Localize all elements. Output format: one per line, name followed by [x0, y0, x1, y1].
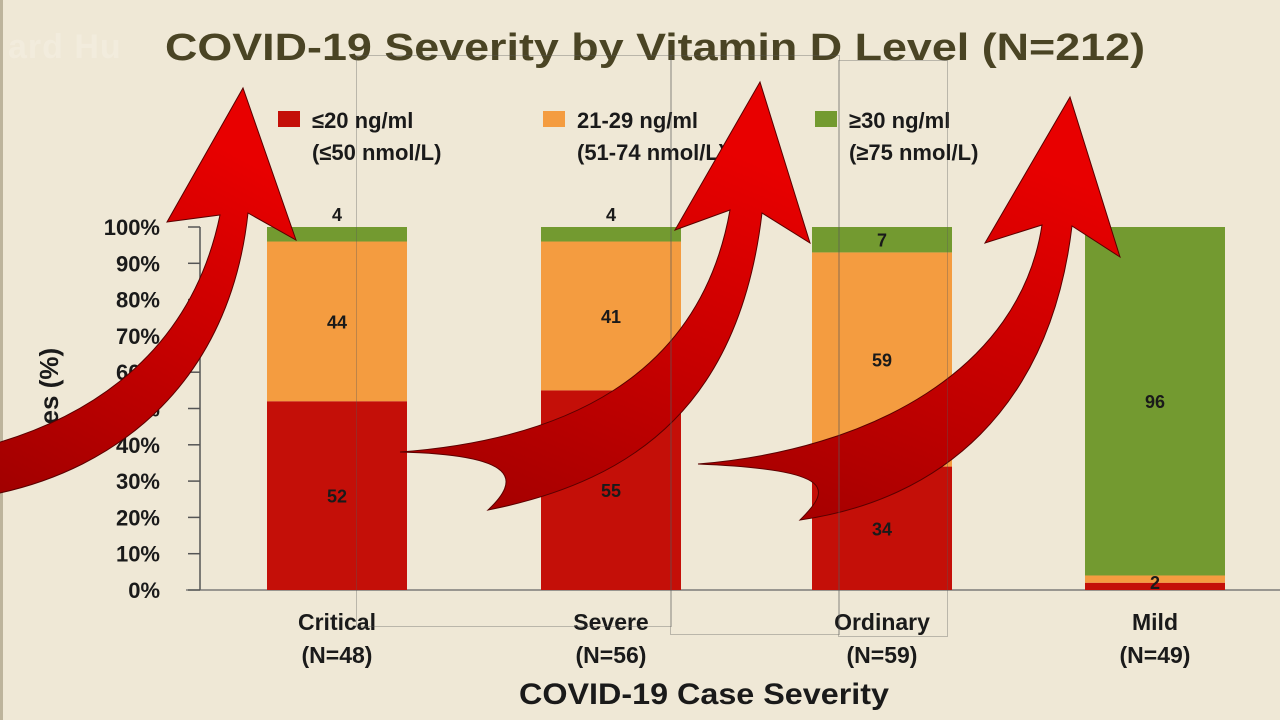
legend-label: ≤20 ng/ml [312, 108, 413, 133]
legend-sublabel: (≥75 nmol/L) [849, 140, 978, 165]
x-tick-label: Ordinary [834, 609, 930, 635]
x-tick-sublabel: (N=49) [1120, 642, 1191, 668]
data-label: 59 [872, 350, 892, 370]
bar-segment [812, 227, 952, 253]
y-tick-label: 90% [116, 251, 160, 276]
data-label: 41 [601, 307, 621, 327]
annotation-arrows [0, 80, 1121, 521]
data-label: 34 [872, 519, 892, 539]
y-tick-label: 70% [116, 324, 160, 349]
data-label: 2 [1150, 573, 1160, 593]
x-tick-label: Severe [573, 609, 648, 635]
x-tick-sublabel: (N=59) [847, 642, 918, 668]
red-curved-arrow-3 [697, 95, 1121, 521]
bar-segment [541, 227, 681, 242]
data-label: 7 [877, 231, 887, 251]
red-curved-arrow-2 [399, 80, 811, 511]
data-label: 4 [332, 205, 342, 225]
bar-segment [267, 241, 407, 402]
data-label: 55 [601, 481, 621, 501]
data-label: 96 [1145, 392, 1165, 412]
bar-segment [267, 401, 407, 590]
legend-label: ≥30 ng/ml [849, 108, 950, 133]
left-border [0, 0, 3, 720]
bar-segment [267, 227, 407, 242]
bar-segment [1085, 575, 1225, 583]
legend-swatch [278, 111, 300, 127]
x-axis-title: COVID-19 Case Severity [519, 678, 889, 711]
legend: ≤20 ng/ml (≤50 nmol/L) 21-29 ng/ml (51-74 n… [278, 108, 978, 165]
y-tick-label: 100% [104, 215, 160, 240]
data-label: 52 [327, 487, 347, 507]
watermark-text: ard Hu [8, 28, 122, 66]
y-tick-label: 10% [116, 542, 160, 567]
data-label: 4 [606, 205, 616, 225]
legend-label: 21-29 ng/ml [577, 108, 698, 133]
x-tick-label: Mild [1132, 609, 1178, 635]
legend-swatch [543, 111, 565, 127]
bar-segment [1085, 582, 1225, 590]
y-tick-label: 0% [128, 578, 160, 603]
x-axis-labels: Critical (N=48) Severe (N=56) Ordinary (N=59)… [298, 609, 1190, 668]
red-curved-arrow-1 [0, 86, 297, 494]
y-tick-label: 80% [116, 288, 160, 313]
y-tick-label: 30% [116, 469, 160, 494]
legend-sublabel: (≤50 nmol/L) [312, 140, 441, 165]
y-tick-label: 20% [116, 505, 160, 530]
chart-title: COVID-19 Severity by Vitamin D Level (N=… [165, 27, 1145, 69]
data-label: 44 [327, 312, 347, 332]
x-tick-sublabel: (N=48) [302, 642, 373, 668]
x-tick-label: Critical [298, 609, 376, 635]
legend-swatch [815, 111, 837, 127]
bar-segment [1085, 227, 1225, 576]
x-tick-sublabel: (N=56) [576, 642, 647, 668]
legend-sublabel: (51-74 nmol/L) [577, 140, 726, 165]
